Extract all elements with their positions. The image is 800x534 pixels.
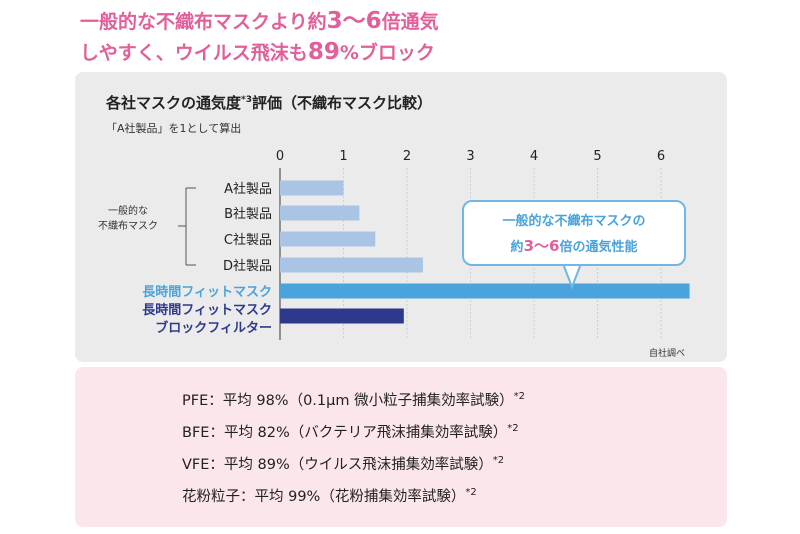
info-line-bfe: BFE：平均 82%（バクテリア飛沫捕集効率試験）*2 bbox=[182, 421, 519, 442]
info-bfe-text: BFE：平均 82%（バクテリア飛沫捕集効率試験） bbox=[182, 425, 508, 441]
info-line-pfe: PFE：平均 98%（0.1μm 微小粒子捕集効率試験）*2 bbox=[182, 389, 525, 410]
callout-box: 一般的な不織布マスクの 約3〜6倍の通気性能 bbox=[462, 200, 686, 266]
category-label-3: D社製品 bbox=[223, 258, 272, 274]
x-tick-label-3: 3 bbox=[466, 149, 474, 164]
info-vfe-note: *2 bbox=[492, 455, 505, 467]
group-label: 一般的な 不織布マスク bbox=[98, 204, 158, 234]
headline-line-2: しやすく、ウイルス飛沫も89%ブロック bbox=[80, 37, 439, 68]
group-bracket bbox=[178, 187, 196, 266]
bar-3 bbox=[280, 257, 423, 273]
bar-5 bbox=[280, 308, 404, 324]
x-tick-label-6: 6 bbox=[657, 149, 665, 164]
x-tick-label-5: 5 bbox=[593, 149, 601, 164]
bar-4 bbox=[280, 283, 690, 299]
bar-2 bbox=[280, 231, 376, 247]
callout-line-2-post: 倍の通気性能 bbox=[559, 240, 638, 255]
category-label-0: A社製品 bbox=[224, 181, 272, 197]
info-pfe-note: *2 bbox=[513, 391, 525, 403]
info-line-pollen: 花粉粒子：平均 99%（花粉捕集効率試験）*2 bbox=[182, 485, 477, 506]
bar-0 bbox=[280, 180, 344, 196]
category-label-5-0: 長時間フィットマスク bbox=[142, 302, 272, 318]
group-label-line-2: 不織布マスク bbox=[98, 221, 158, 232]
headline: 一般的な不織布マスクより約3〜6倍通気 しやすく、ウイルス飛沫も89%ブロック bbox=[80, 6, 439, 68]
callout-number: 3〜6 bbox=[523, 237, 560, 255]
chart-title: 各社マスクの通気度*3評価（不織布マスク比較） bbox=[106, 92, 432, 113]
group-label-line-1: 一般的な bbox=[108, 206, 148, 217]
info-panel bbox=[75, 367, 727, 527]
info-pfe-text: PFE：平均 98%（0.1μm 微小粒子捕集効率試験） bbox=[182, 393, 514, 409]
info-line-vfe: VFE：平均 89%（ウイルス飛沫捕集効率試験）*2 bbox=[182, 453, 504, 474]
x-tick-label-0: 0 bbox=[276, 149, 284, 164]
headline-line-1: 一般的な不織布マスクより約3〜6倍通気 bbox=[80, 6, 439, 37]
callout-line-2-pre: 約 bbox=[510, 240, 524, 255]
callout-line-1: 一般的な不織布マスクの bbox=[502, 214, 646, 229]
chart-source: 自社調べ bbox=[649, 349, 686, 359]
chart-title-note: *3 bbox=[241, 95, 252, 105]
chart-title-main: 各社マスクの通気度 bbox=[106, 94, 242, 112]
headline-line-2-post: %ブロック bbox=[339, 42, 435, 64]
info-pollen-note: *2 bbox=[465, 487, 477, 499]
chart-subtitle: 「A社製品」を1として算出 bbox=[106, 122, 242, 135]
category-label-1: B社製品 bbox=[224, 206, 272, 222]
headline-line-2-number: 89 bbox=[307, 39, 340, 65]
headline-line-2-pre: しやすく、ウイルス飛沫も bbox=[80, 42, 308, 64]
x-tick-label-4: 4 bbox=[530, 149, 538, 164]
headline-line-1-number: 3〜6 bbox=[326, 8, 382, 34]
info-pollen-text: 花粉粒子：平均 99%（花粉捕集効率試験） bbox=[182, 489, 466, 505]
category-label-5-1: ブロックフィルター bbox=[155, 320, 272, 336]
headline-line-1-post: 倍通気 bbox=[381, 11, 439, 33]
info-bfe-note: *2 bbox=[507, 423, 519, 435]
x-tick-label-1: 1 bbox=[339, 149, 347, 164]
callout-line-2: 約3〜6倍の通気性能 bbox=[464, 235, 684, 256]
category-label-2: C社製品 bbox=[224, 232, 272, 248]
info-vfe-text: VFE：平均 89%（ウイルス飛沫捕集効率試験） bbox=[182, 457, 493, 473]
bar-1 bbox=[280, 205, 360, 221]
category-label-4: 長時間フィットマスク bbox=[142, 284, 272, 300]
chart-title-suffix: 評価（不織布マスク比較） bbox=[251, 94, 432, 112]
headline-line-1-pre: 一般的な不織布マスクより約 bbox=[80, 11, 327, 33]
x-tick-label-2: 2 bbox=[403, 149, 411, 164]
